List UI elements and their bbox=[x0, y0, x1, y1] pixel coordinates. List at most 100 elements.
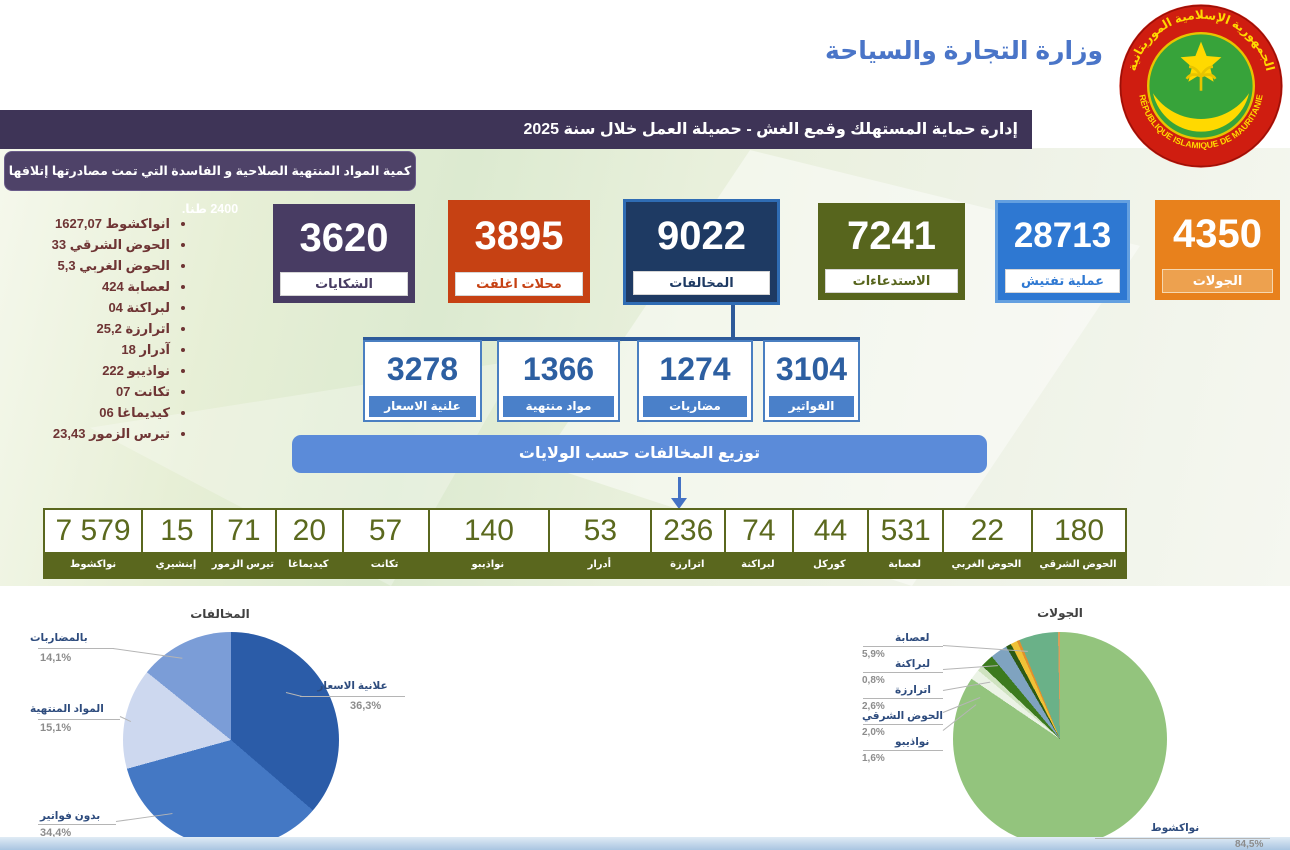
stat-label: عملية تفتيش bbox=[1005, 269, 1120, 293]
leader-line bbox=[863, 672, 943, 673]
table-column: 236 اترارزة bbox=[650, 510, 725, 577]
cell-label: كيديماغا bbox=[275, 552, 342, 577]
stat-label: الشكايات bbox=[280, 272, 408, 296]
pie-pct-nouakchott: 84,5% bbox=[1235, 839, 1264, 850]
violations-pie-title: المخالفات bbox=[190, 607, 250, 621]
table-column: 71 تيرس الزمور bbox=[210, 510, 276, 577]
seized-goods-banner: كمية المواد المنتهية الصلاحية و الفاسدة … bbox=[4, 151, 416, 216]
cell-label: لبراكنة bbox=[724, 552, 792, 577]
leader-line bbox=[300, 696, 405, 697]
pie-pct-hodh-charghi: 2,0% bbox=[862, 727, 885, 738]
leader-line bbox=[863, 646, 943, 647]
region-item: الحوض الشرقي 33 bbox=[14, 237, 170, 253]
cell-label: تكانت bbox=[341, 552, 428, 577]
pie-label-nouadhibou: نواذيبو bbox=[895, 736, 930, 748]
palm-icon bbox=[1185, 65, 1217, 91]
stat-box-violations: 9022 المخالفات bbox=[623, 199, 780, 305]
sub-box-speculation: 1274 مضاربات bbox=[637, 340, 753, 422]
pie-label-price-display: علانية الاسعار bbox=[317, 680, 388, 692]
table-column: 531 لعصابة bbox=[867, 510, 942, 577]
sub-label: مضاربات bbox=[643, 396, 747, 417]
table-column: 57 تكانت bbox=[341, 510, 428, 577]
sub-box-invoices: 3104 الفواتير bbox=[763, 340, 860, 422]
region-item: آدرار 18 bbox=[14, 342, 170, 358]
cell-label: نواذيبو bbox=[427, 552, 549, 577]
pie-pct-trarza: 2,6% bbox=[862, 701, 885, 712]
stat-value: 3895 bbox=[474, 213, 564, 258]
table-column: 180 الحوض الشرقي bbox=[1030, 510, 1126, 577]
table-column: 74 لبراكنة bbox=[724, 510, 792, 577]
table-column: 20 كيديماغا bbox=[275, 510, 342, 577]
cell-value: 20 bbox=[275, 510, 342, 552]
stat-value: 4350 bbox=[1173, 212, 1262, 256]
pie-pct-no-invoices: 34,4% bbox=[40, 827, 72, 839]
leader-line bbox=[38, 824, 116, 825]
pie-label-hodh-charghi: الحوض الشرقي bbox=[862, 710, 943, 722]
leader-line bbox=[1095, 838, 1270, 839]
cell-value: 180 bbox=[1030, 510, 1126, 552]
cell-label: أدرار bbox=[548, 552, 651, 577]
leader-line bbox=[863, 750, 943, 751]
pie-pct-expired-goods: 15,1% bbox=[40, 722, 72, 734]
tours-pie-title: الجولات bbox=[1037, 606, 1083, 620]
stat-box-summons: 7241 الاستدعاءات bbox=[818, 203, 965, 300]
pie-pct-brakna: 0,8% bbox=[862, 675, 885, 686]
down-arrow-icon bbox=[678, 477, 681, 499]
stat-value: 28713 bbox=[1013, 216, 1112, 255]
sub-value: 3278 bbox=[386, 351, 459, 387]
cell-value: 7 579 bbox=[45, 510, 142, 552]
region-item: تكانت 07 bbox=[14, 384, 170, 400]
stat-value: 7241 bbox=[847, 213, 936, 258]
cell-label: نواكشوط bbox=[45, 552, 142, 577]
star-icon bbox=[1180, 41, 1222, 82]
region-item: نواذيبو 222 bbox=[14, 363, 170, 379]
pie-label-expired-goods: المواد المنتهية bbox=[30, 703, 104, 715]
table-column: 22 الحوض الغربي bbox=[941, 510, 1031, 577]
cell-label: إينشيري bbox=[141, 552, 211, 577]
pie-label-speculation: بالمضاربات bbox=[30, 632, 88, 644]
cell-value: 74 bbox=[724, 510, 792, 552]
violations-pie-chart bbox=[123, 632, 339, 848]
region-item: لعصابة 424 bbox=[14, 279, 170, 295]
sub-value: 1366 bbox=[522, 351, 595, 387]
mauritania-seal-logo: الجمهورية الإسلامية الموريتانية RÉPUBLIQ… bbox=[1119, 4, 1283, 168]
leader-line bbox=[38, 648, 114, 649]
region-item: لبراكنة 04 bbox=[14, 300, 170, 316]
cell-value: 236 bbox=[650, 510, 725, 552]
cell-value: 71 bbox=[210, 510, 276, 552]
leader-line bbox=[38, 719, 120, 720]
sub-label: مواد منتهية bbox=[503, 396, 614, 417]
connector-horizontal-line bbox=[363, 337, 860, 341]
stat-label: محلات اغلقت bbox=[455, 272, 583, 296]
down-arrow-icon bbox=[671, 498, 687, 509]
region-item: الحوض الغربي 5,3 bbox=[14, 258, 170, 274]
region-item: انواكشوط 1627,07 bbox=[14, 216, 170, 232]
wilaya-distribution-table: 7 579 نواكشوط 15 إينشيري 71 تيرس الزمور 20 ك… bbox=[43, 508, 1127, 579]
cell-value: 53 bbox=[548, 510, 651, 552]
pie-label-trarza: اترارزة bbox=[895, 684, 931, 696]
stat-box-complaints: 3620 الشكايات bbox=[273, 204, 415, 303]
pie-label-nouakchott: نواكشوط bbox=[1150, 822, 1200, 834]
cell-label: لعصابة bbox=[867, 552, 942, 577]
leader-line bbox=[863, 724, 943, 725]
pie-pct-price-display: 36,3% bbox=[350, 700, 382, 712]
tours-pie-chart bbox=[953, 632, 1167, 846]
connector-vertical-line bbox=[731, 305, 735, 339]
crescent-icon bbox=[1153, 93, 1249, 132]
pie-label-assaba: لعصابة bbox=[895, 632, 930, 644]
pie-pct-assaba: 5,9% bbox=[862, 649, 885, 660]
stat-label: الاستدعاءات bbox=[825, 269, 958, 293]
cell-label: الحوض الشرقي bbox=[1030, 552, 1126, 577]
sub-box-price-display: 3278 علنية الاسعار bbox=[363, 340, 482, 422]
table-column: 7 579 نواكشوط bbox=[45, 510, 142, 577]
sub-label: الفواتير bbox=[769, 396, 854, 417]
sub-value: 3104 bbox=[775, 351, 848, 387]
department-header-text: إدارة حماية المستهلك وقمع الغش - حصيلة ا… bbox=[523, 121, 1018, 138]
bottom-edge-strip bbox=[0, 837, 1290, 850]
region-item: كيديماغا 06 bbox=[14, 405, 170, 421]
sub-box-expired-goods: 1366 مواد منتهية bbox=[497, 340, 620, 422]
cell-label: تيرس الزمور bbox=[210, 552, 276, 577]
table-column: 44 كوركل bbox=[791, 510, 868, 577]
cell-value: 22 bbox=[941, 510, 1031, 552]
